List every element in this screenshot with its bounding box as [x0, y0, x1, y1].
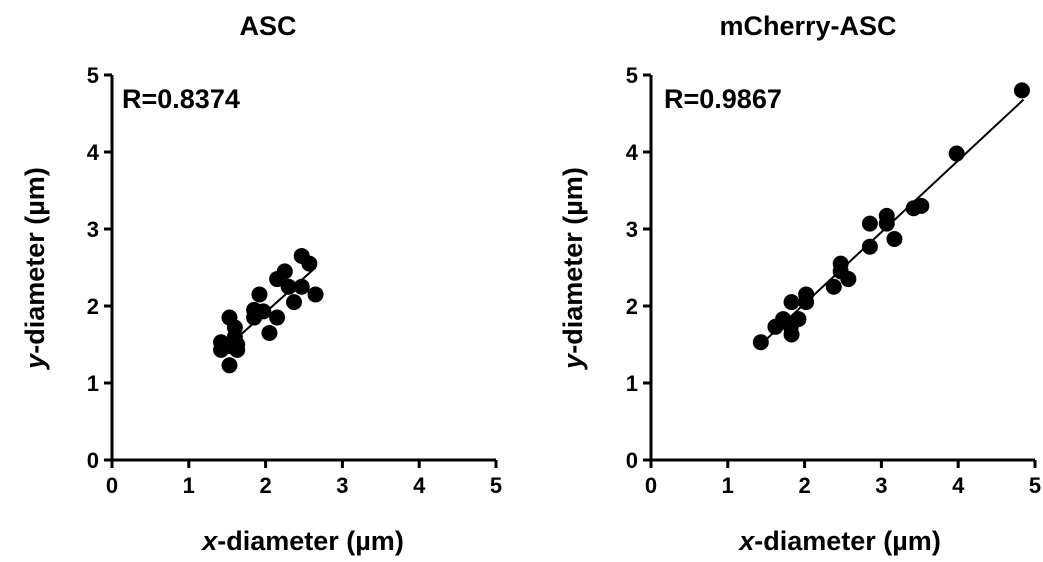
y-axis-label-rest: -diameter (µm): [20, 167, 50, 354]
y-axis-label-prefix: y: [558, 352, 588, 371]
y-axis-label: y-diameter (µm): [558, 167, 588, 371]
data-point: [878, 215, 895, 232]
x-axis-label-prefix: x: [737, 526, 755, 556]
correlation-annotation: R=0.8374: [122, 84, 240, 114]
data-point: [861, 238, 878, 255]
data-point: [276, 263, 293, 280]
x-axis-label: x-diameter (µm): [737, 526, 941, 556]
y-axis-label: y-diameter (µm): [20, 167, 50, 371]
y-tick-label: 3: [87, 217, 99, 242]
data-point: [269, 309, 286, 326]
y-tick-label: 4: [87, 140, 100, 165]
y-tick-label: 1: [626, 371, 638, 396]
x-tick-label: 4: [952, 473, 965, 498]
x-tick-label: 5: [490, 473, 502, 498]
x-axis-label-rest: -diameter (µm): [754, 526, 941, 556]
data-point: [840, 271, 857, 288]
y-axis-label-prefix: y: [20, 352, 50, 371]
data-point: [913, 197, 930, 214]
data-point: [1013, 82, 1030, 99]
data-point: [261, 324, 278, 341]
y-tick-label: 5: [626, 63, 638, 88]
x-tick-label: 2: [798, 473, 810, 498]
x-axis-label-rest: -diameter (µm): [217, 526, 404, 556]
data-point: [783, 326, 800, 343]
data-point: [948, 145, 965, 162]
y-tick-label: 1: [87, 371, 99, 396]
x-axis-label-prefix: x: [200, 526, 218, 556]
y-tick-label: 3: [626, 217, 638, 242]
chart-title: mCherry-ASC: [719, 11, 896, 41]
x-tick-label: 2: [259, 473, 271, 498]
y-tick-label: 5: [87, 63, 99, 88]
x-tick-label: 3: [875, 473, 887, 498]
data-point: [307, 286, 324, 303]
y-axis-label-rest: -diameter (µm): [558, 167, 588, 354]
y-tick-label: 0: [626, 448, 638, 473]
data-point: [825, 278, 842, 295]
x-tick-label: 0: [106, 473, 118, 498]
x-tick-label: 1: [722, 473, 734, 498]
data-point: [229, 341, 246, 358]
x-tick-label: 5: [1029, 473, 1041, 498]
data-point: [221, 357, 238, 374]
correlation-annotation: R=0.9867: [664, 84, 782, 114]
data-point: [886, 231, 903, 248]
y-tick-label: 4: [626, 140, 639, 165]
data-point: [255, 303, 272, 320]
data-point: [301, 255, 318, 272]
data-point: [798, 294, 815, 311]
y-tick-label: 2: [87, 294, 99, 319]
data-point: [251, 286, 268, 303]
x-tick-label: 4: [413, 473, 426, 498]
x-tick-label: 3: [336, 473, 348, 498]
data-point: [752, 334, 769, 351]
x-tick-label: 0: [645, 473, 657, 498]
y-tick-label: 0: [87, 448, 99, 473]
chart-panel-asc: ASC R=0.8374 x-diameter (µm) y-diameter …: [20, 11, 502, 556]
data-point: [790, 311, 807, 328]
data-point: [783, 294, 800, 311]
data-point: [286, 294, 303, 311]
data-point: [861, 215, 878, 232]
data-point: [293, 278, 310, 295]
chart-panel-mcherry-asc: mCherry-ASC R=0.9867 x-diameter (µm) y-d…: [558, 11, 1041, 556]
data-point: [280, 278, 297, 295]
chart-title: ASC: [239, 11, 296, 41]
y-tick-label: 2: [626, 294, 638, 319]
x-axis-label: x-diameter (µm): [200, 526, 404, 556]
x-tick-label: 1: [183, 473, 195, 498]
